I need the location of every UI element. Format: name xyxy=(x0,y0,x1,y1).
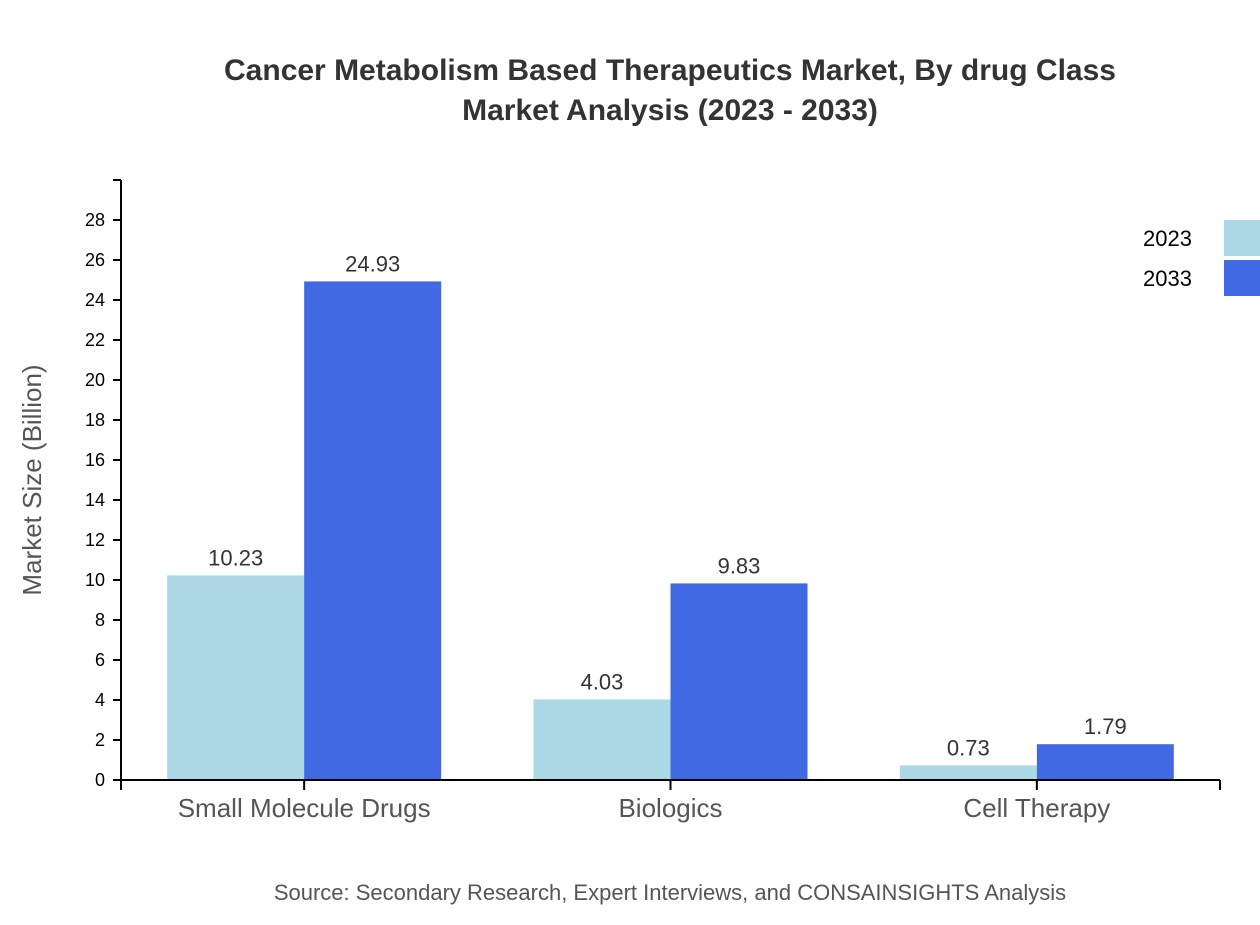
y-tick-label: 24 xyxy=(85,290,105,310)
y-axis-label: Market Size (Billion) xyxy=(17,364,47,595)
legend-label-2033: 2033 xyxy=(1143,266,1192,291)
x-tick-label: Biologics xyxy=(618,793,722,823)
bar-2023-biologics xyxy=(533,699,671,780)
y-tick-label: 12 xyxy=(85,530,105,550)
y-tick-label: 20 xyxy=(85,370,105,390)
legend-label-2023: 2023 xyxy=(1143,226,1192,251)
y-tick-label: 16 xyxy=(85,450,105,470)
bar-2033-small-molecule-drugs xyxy=(304,281,442,780)
x-tick-label: Cell Therapy xyxy=(963,793,1110,823)
data-label: 9.83 xyxy=(718,553,761,578)
y-tick-label: 4 xyxy=(95,690,105,710)
y-tick-label: 18 xyxy=(85,410,105,430)
legend-swatch-2023 xyxy=(1224,220,1260,256)
y-tick-label: 10 xyxy=(85,570,105,590)
y-tick-label: 6 xyxy=(95,650,105,670)
y-tick-label: 28 xyxy=(85,210,105,230)
y-tick-label: 8 xyxy=(95,610,105,630)
y-tick-label: 14 xyxy=(85,490,105,510)
bar-2023-small-molecule-drugs xyxy=(167,575,305,780)
legend-swatch-2033 xyxy=(1224,260,1260,296)
data-label: 4.03 xyxy=(581,669,624,694)
data-label: 0.73 xyxy=(947,735,990,760)
y-tick-label: 26 xyxy=(85,250,105,270)
y-tick-label: 2 xyxy=(95,730,105,750)
y-tick-label: 0 xyxy=(95,770,105,790)
data-label: 1.79 xyxy=(1084,714,1127,739)
y-tick-label: 22 xyxy=(85,330,105,350)
source-note: Source: Secondary Research, Expert Inter… xyxy=(274,880,1066,905)
data-label: 24.93 xyxy=(345,251,400,276)
chart-title-line2: Market Analysis (2023 - 2033) xyxy=(462,94,878,127)
x-tick-label: Small Molecule Drugs xyxy=(178,793,431,823)
bar-2023-cell-therapy xyxy=(899,765,1037,780)
bar-2033-biologics xyxy=(670,583,808,780)
chart-title-line1: Cancer Metabolism Based Therapeutics Mar… xyxy=(224,54,1116,87)
bar-2033-cell-therapy xyxy=(1036,744,1174,780)
data-label: 10.23 xyxy=(208,545,263,570)
